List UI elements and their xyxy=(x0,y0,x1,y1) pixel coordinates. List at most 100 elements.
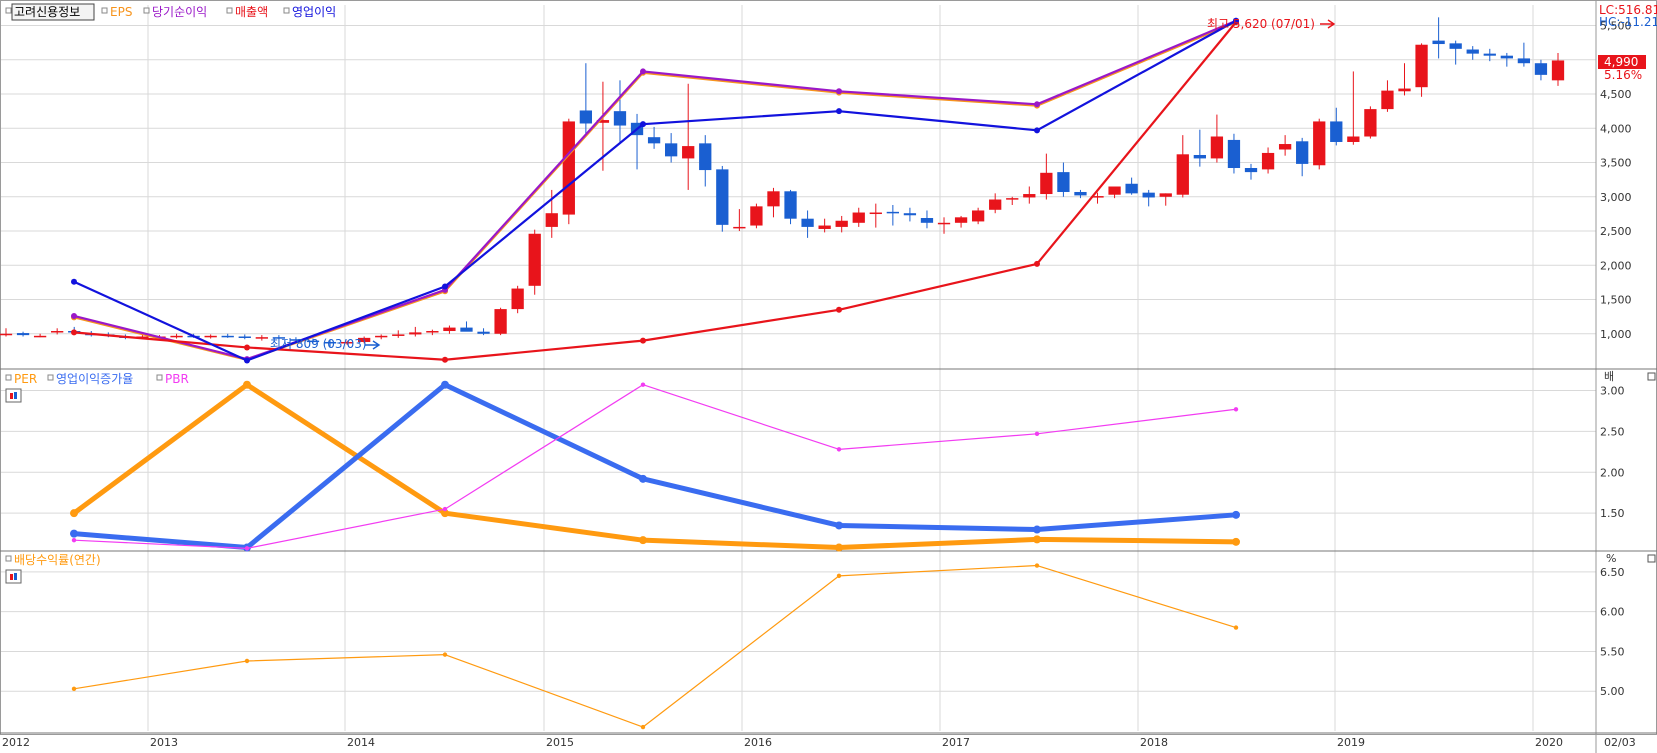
candle[interactable] xyxy=(1398,63,1411,96)
candle-body[interactable] xyxy=(340,341,354,344)
operating-growth-point[interactable] xyxy=(1232,510,1240,519)
candle[interactable] xyxy=(1278,135,1292,156)
candle[interactable] xyxy=(33,333,47,338)
candle[interactable] xyxy=(818,218,831,233)
candle-body[interactable] xyxy=(477,331,490,334)
candle-body[interactable] xyxy=(1381,90,1394,110)
candle-body[interactable] xyxy=(494,309,507,334)
operating-income-point[interactable] xyxy=(244,357,250,364)
candle-body[interactable] xyxy=(323,341,337,344)
candle-body[interactable] xyxy=(852,212,865,223)
candle[interactable] xyxy=(886,204,899,226)
sales-point[interactable] xyxy=(244,344,250,351)
candle-body[interactable] xyxy=(221,335,234,338)
candle[interactable] xyxy=(1432,17,1445,59)
candle[interactable] xyxy=(784,189,797,225)
candle-body[interactable] xyxy=(426,331,439,333)
candle-body[interactable] xyxy=(903,213,917,216)
net-income-point[interactable] xyxy=(71,312,77,319)
candle-body[interactable] xyxy=(204,335,217,338)
legend-item[interactable]: 배당수익률(연간) xyxy=(5,553,101,567)
candle[interactable] xyxy=(1534,59,1548,81)
candle-body[interactable] xyxy=(1261,152,1275,170)
candle[interactable] xyxy=(1227,133,1241,174)
candle[interactable] xyxy=(1415,43,1428,97)
candle[interactable] xyxy=(1091,192,1104,204)
candle-body[interactable] xyxy=(306,340,320,343)
sales-point[interactable] xyxy=(640,337,646,344)
candle[interactable] xyxy=(375,334,388,340)
candle-body[interactable] xyxy=(1193,154,1206,159)
candle[interactable] xyxy=(1313,118,1326,170)
candle-body[interactable] xyxy=(989,199,1002,210)
candle-body[interactable] xyxy=(716,169,729,225)
candle-body[interactable] xyxy=(1551,60,1565,81)
candle-body[interactable] xyxy=(1330,121,1343,142)
candle[interactable] xyxy=(272,335,286,340)
dividend-yield-point[interactable] xyxy=(71,686,77,692)
legend-item[interactable]: PBR xyxy=(156,372,189,386)
candle-body[interactable] xyxy=(579,110,593,124)
candle-body[interactable] xyxy=(682,146,695,159)
candle-body[interactable] xyxy=(1159,193,1172,197)
candle[interactable] xyxy=(767,187,780,218)
candle[interactable] xyxy=(16,331,30,337)
per-point[interactable] xyxy=(835,543,843,552)
candle[interactable] xyxy=(306,338,320,343)
operating-income-point[interactable] xyxy=(1034,127,1040,134)
candle-body[interactable] xyxy=(1142,192,1155,198)
net-income-point[interactable] xyxy=(640,68,646,75)
candle[interactable] xyxy=(1074,189,1087,199)
per-point[interactable] xyxy=(1033,535,1041,544)
operating-growth-point[interactable] xyxy=(835,521,843,530)
dividend-yield-point[interactable] xyxy=(640,724,646,730)
pbr-point[interactable] xyxy=(836,447,842,452)
candle[interactable] xyxy=(426,329,439,336)
operating-growth-point[interactable] xyxy=(1033,525,1041,534)
candle[interactable] xyxy=(852,207,865,227)
operating-growth-point[interactable] xyxy=(70,529,78,538)
per-line[interactable] xyxy=(72,382,1237,551)
per-point[interactable] xyxy=(441,509,449,518)
candle-body[interactable] xyxy=(1347,136,1360,142)
candle-body[interactable] xyxy=(511,288,524,310)
candle-body[interactable] xyxy=(1227,139,1241,169)
candle-body[interactable] xyxy=(1483,53,1496,56)
candle-body[interactable] xyxy=(375,335,388,338)
candle-body[interactable] xyxy=(358,337,371,342)
candle-body[interactable] xyxy=(801,218,814,227)
candle[interactable] xyxy=(1381,80,1394,112)
candle[interactable] xyxy=(1057,162,1070,197)
candle-body[interactable] xyxy=(1176,154,1189,195)
operating-income-point[interactable] xyxy=(640,121,646,128)
pbr-point[interactable] xyxy=(1034,431,1040,437)
candle[interactable] xyxy=(477,328,490,336)
candle[interactable] xyxy=(801,210,814,238)
candle[interactable] xyxy=(682,83,695,190)
legend-item[interactable]: 영업이익 xyxy=(283,5,336,19)
candle[interactable] xyxy=(409,326,422,337)
candle-body[interactable] xyxy=(886,211,899,214)
per-point[interactable] xyxy=(243,380,251,389)
candle[interactable] xyxy=(528,229,541,295)
candle[interactable] xyxy=(562,118,575,225)
candle[interactable] xyxy=(238,334,251,340)
legend-item[interactable]: 당기순이익 xyxy=(143,5,207,19)
candle-body[interactable] xyxy=(1432,40,1445,45)
candle[interactable] xyxy=(1449,40,1462,65)
candle[interactable] xyxy=(1500,52,1513,67)
candle[interactable] xyxy=(221,333,234,338)
sales-point[interactable] xyxy=(442,356,448,363)
candle-body[interactable] xyxy=(596,120,610,123)
per-point[interactable] xyxy=(1232,537,1240,546)
candle[interactable] xyxy=(1125,177,1138,195)
candle-body[interactable] xyxy=(1006,198,1019,200)
candle[interactable] xyxy=(392,330,405,338)
candle[interactable] xyxy=(1551,52,1565,86)
candle[interactable] xyxy=(1210,114,1224,163)
candle-body[interactable] xyxy=(409,332,422,335)
candle[interactable] xyxy=(920,210,934,229)
candle-body[interactable] xyxy=(238,336,251,338)
pbr-point[interactable] xyxy=(1233,407,1239,412)
per-point[interactable] xyxy=(639,536,647,545)
